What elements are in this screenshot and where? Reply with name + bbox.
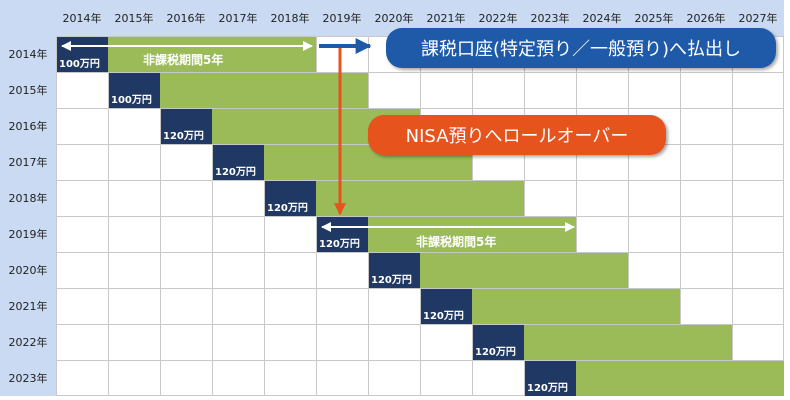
grid-line-horizontal <box>56 216 784 217</box>
column-header: 2027年 <box>732 0 784 36</box>
row-header: 2022年 <box>0 324 56 360</box>
row-header: 2021年 <box>0 288 56 324</box>
investment-amount: 120万円 <box>525 361 576 396</box>
investment-amount: 120万円 <box>317 217 368 252</box>
rollover-callout: NISA預りへロールオーバー <box>368 115 666 155</box>
grid-line-horizontal <box>56 180 784 181</box>
column-header: 2015年 <box>108 0 160 36</box>
row-header: 2014年 <box>0 36 56 72</box>
investment-amount: 120万円 <box>161 109 212 144</box>
tax-free-period-label-1: 非課税期間5年 <box>143 53 224 67</box>
column-header: 2018年 <box>264 0 316 36</box>
investment-amount: 100万円 <box>57 37 108 72</box>
investment-amount: 120万円 <box>265 181 316 216</box>
payout-callout: 課税口座(特定預り／一般預り)へ払出し <box>386 28 776 68</box>
row-header: 2017年 <box>0 144 56 180</box>
row-header: 2016年 <box>0 108 56 144</box>
grid-line-horizontal <box>56 360 784 361</box>
column-header: 2016年 <box>160 0 212 36</box>
row-header: 2019年 <box>0 216 56 252</box>
row-header: 2015年 <box>0 72 56 108</box>
row-header: 2020年 <box>0 252 56 288</box>
tax-free-period-label-2: 非課税期間5年 <box>416 235 497 249</box>
investment-amount: 120万円 <box>213 145 264 180</box>
grid-line-horizontal <box>56 252 784 253</box>
column-header: 2017年 <box>212 0 264 36</box>
grid-line-horizontal <box>56 108 784 109</box>
investment-amount: 120万円 <box>369 253 420 288</box>
column-header: 2019年 <box>316 0 368 36</box>
row-header: 2018年 <box>0 180 56 216</box>
grid-line-horizontal <box>56 288 784 289</box>
grid-line-horizontal <box>56 395 784 396</box>
investment-amount: 100万円 <box>109 73 160 108</box>
grid-line-horizontal <box>56 72 784 73</box>
investment-amount: 120万円 <box>421 289 472 324</box>
row-header: 2023年 <box>0 360 56 396</box>
header-corner <box>0 0 56 36</box>
column-header: 2014年 <box>56 0 108 36</box>
investment-amount: 120万円 <box>473 325 524 360</box>
grid-line-horizontal <box>56 324 784 325</box>
